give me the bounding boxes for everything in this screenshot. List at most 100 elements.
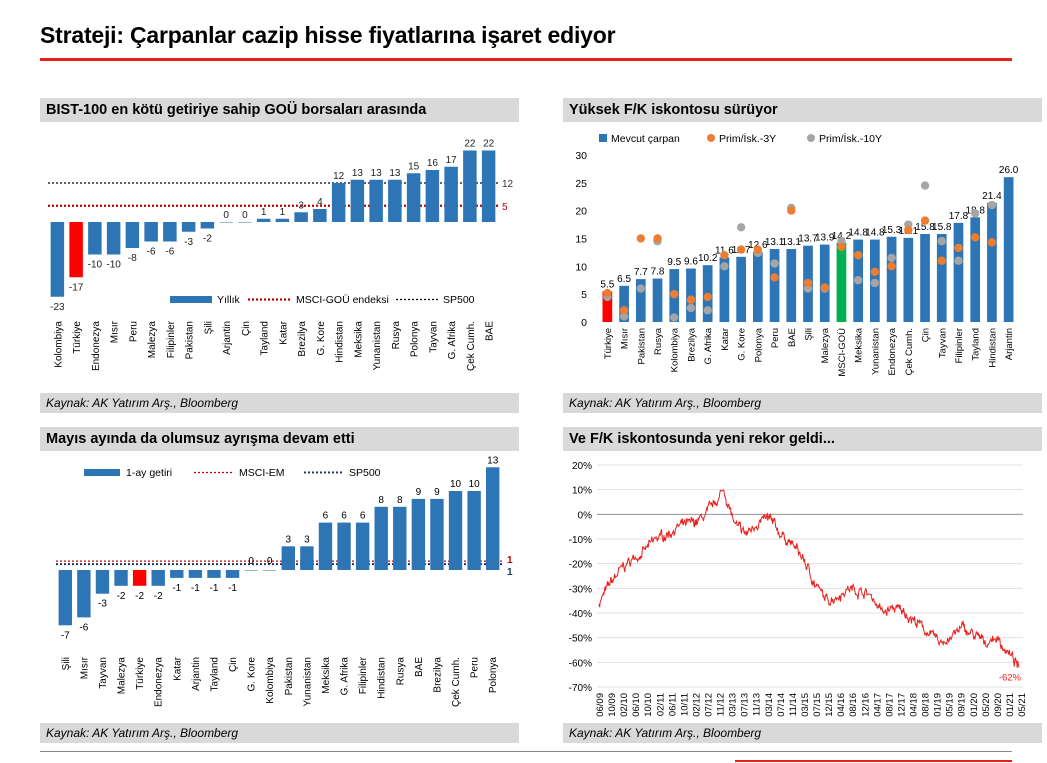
y-tick-label: 30 [575,150,587,162]
marker-10y [770,259,779,268]
x-tick-label: 07/13 [740,693,751,717]
marker-10y [686,303,696,313]
x-tick-label: 07/14 [776,693,787,717]
panel-title: Yüksek F/K iskontosu sürüyor [563,98,1042,122]
legend-swatch [707,134,715,142]
data-label: 8 [378,495,384,506]
x-tick-label: 01/20 [969,693,980,717]
bar [886,236,897,322]
data-label: 9.6 [684,257,698,268]
data-label: 6.5 [617,274,631,285]
data-label: 13 [371,168,383,179]
bar [920,233,930,322]
bar [463,150,477,222]
bar [355,522,370,570]
marker-3y [920,216,930,225]
series-line [598,489,1020,668]
tick-label: Hindistan [335,321,346,363]
x-tick-label: 05/21 [1017,693,1028,717]
marker-10y [887,253,896,263]
tick-label: Çek Cumh. [451,657,462,707]
data-label: 15.3 [882,225,902,236]
bar [275,218,290,222]
tick-label: Rusya [395,657,406,686]
bar [467,491,481,570]
marker-3y [820,283,829,292]
x-tick-label: 08/16 [848,693,859,717]
marker-10y [870,278,880,288]
bar [652,278,663,322]
panel-bist-returns: BIST-100 en kötü getiriye sahip GOÜ bors… [40,98,519,413]
y-tick-label: -10% [569,535,592,546]
data-label: 16 [427,158,439,169]
bar [163,222,177,242]
y-tick-label: 0% [578,510,593,521]
tick-label: Filipinler [358,656,369,694]
panel-source: Kaynak: AK Yatırım Arş., Bloomberg [40,723,519,743]
x-tick-label: 06/11 [667,693,678,716]
bar [207,570,221,578]
data-label: 9.5 [667,257,681,268]
bar [448,491,463,570]
tick-label: Tayland [971,328,982,361]
marker-3y [853,250,863,260]
bar [88,222,102,255]
bar [970,217,981,322]
bar [1003,177,1014,322]
y-tick-label: -50% [569,634,592,645]
x-tick-label: 07/15 [812,693,823,717]
y-tick-label: 10% [572,486,592,497]
y-tick-label: 20% [572,461,592,472]
marker-3y [653,234,662,243]
bar [125,222,140,248]
bar [256,218,271,222]
data-label: 7.8 [651,267,665,278]
bar [106,222,121,255]
bar [58,570,72,626]
bar [350,179,365,222]
data-label: 0 [223,210,229,221]
marker-10y [636,284,645,293]
data-label: 3 [304,534,310,545]
tick-label: Tayland [260,321,271,355]
data-label: 9 [416,487,422,498]
marker-3y [987,238,997,247]
x-tick-label: 04/16 [836,693,847,717]
reference-label: 5 [502,202,508,213]
x-tick-label: 02/12 [691,693,702,717]
legend-swatch [170,296,212,303]
data-label: 13 [352,168,364,179]
marker-3y [670,289,679,299]
bar [238,222,252,223]
tick-label: Şili [61,657,72,670]
data-label: 21.4 [982,191,1002,202]
tick-label: Mısır [110,320,121,343]
tick-label: Şili [804,328,815,341]
bar [331,183,346,222]
legend-swatch [84,469,120,476]
data-label: -7 [61,630,70,641]
marker-3y [619,306,629,315]
data-label: -17 [69,282,84,293]
legend-label: MSCI-EM [239,467,285,479]
x-tick-label: 10/10 [643,693,654,717]
tick-label: MSCI-GOÜ [837,328,848,377]
bar [50,222,65,297]
data-label: 15.8 [915,222,935,233]
data-label: -1 [210,583,219,594]
tick-label: Brezilya [432,657,443,693]
data-label: -1 [228,583,237,594]
bar [281,546,295,570]
x-tick-label: 03/14 [764,693,775,717]
bar [602,291,613,322]
data-label: -2 [203,234,212,245]
bar [219,222,233,223]
data-label: 4 [317,197,323,208]
tick-label: BAE [787,328,798,347]
y-tick-label: -40% [569,609,592,620]
marker-3y [870,267,880,277]
panel-pe-discount-record: Ve F/K iskontosunda yeni rekor geldi... … [563,427,1042,743]
tick-label: Malezya [117,657,128,695]
data-label: -8 [128,253,137,264]
bar [786,249,797,322]
